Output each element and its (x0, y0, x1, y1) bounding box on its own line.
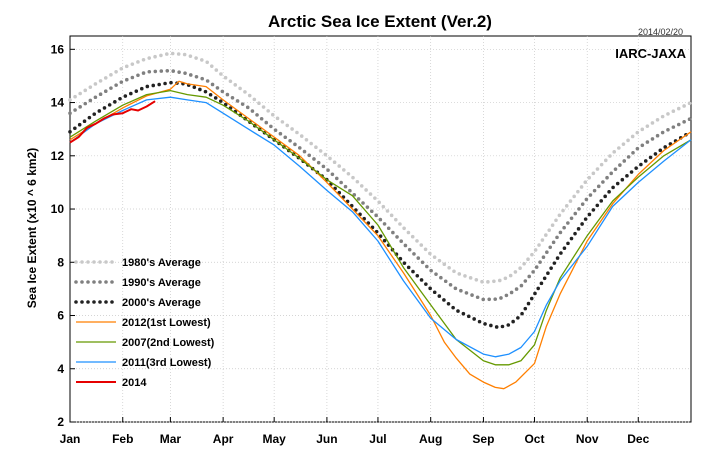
x-tick-labels: Jan Feb Mar Apr May Jun Jul Aug Sep Oct Nov Dec (60, 417, 650, 446)
grid-lines (70, 36, 691, 423)
legend-label: 1990's Average (122, 277, 201, 289)
series-line (69, 80, 692, 390)
legend-label: 2012(1st Lowest) (122, 317, 211, 329)
x-tick-label: Feb (112, 432, 133, 446)
series-lines (68, 51, 693, 390)
x-tick-label: May (262, 432, 286, 446)
x-tick-label: Dec (627, 432, 649, 446)
x-tick-label: Aug (419, 432, 442, 446)
legend: 1980's Average 1990's Average 2000's Avera… (74, 257, 215, 389)
x-tick-label: Jul (369, 432, 386, 446)
date-label: 2014/02/20 (638, 27, 683, 37)
y-tick-label: 12 (51, 149, 65, 163)
y-tick-label: 10 (51, 202, 65, 216)
y-tick-label: 6 (57, 309, 64, 323)
series-line (68, 51, 693, 285)
legend-label: 2000's Average (122, 297, 201, 309)
y-tick-labels: 2 4 6 8 10 12 14 16 (51, 42, 75, 429)
y-tick-label: 2 (57, 415, 64, 429)
y-tick-label: 16 (51, 42, 65, 56)
legend-label: 2007(2nd Lowest) (122, 337, 215, 349)
y-tick-label: 4 (57, 362, 64, 376)
series-line (69, 89, 692, 366)
series-line (68, 80, 693, 330)
x-tick-label: Jun (316, 432, 337, 446)
legend-label: 2011(3rd Lowest) (122, 357, 212, 369)
x-tick-label: Oct (524, 432, 544, 446)
series-line (68, 68, 693, 302)
y-tick-label: 8 (57, 255, 64, 269)
x-tick-label: Sep (472, 432, 494, 446)
x-tick-label: Apr (213, 432, 234, 446)
x-tick-label: Nov (576, 432, 599, 446)
y-tick-label: 14 (51, 96, 65, 110)
series-line (69, 100, 156, 144)
y-axis-label: Sea Ice Extent (x10 ^ 6 km2) (25, 148, 39, 308)
x-tick-label: Mar (160, 432, 182, 446)
legend-label: 1980's Average (122, 257, 201, 269)
series-line (69, 96, 692, 358)
x-tick-label: Jan (60, 432, 81, 446)
source-label: IARC-JAXA (615, 46, 686, 61)
chart-title: Arctic Sea Ice Extent (Ver.2) (268, 12, 492, 31)
legend-label: 2014 (122, 377, 147, 389)
